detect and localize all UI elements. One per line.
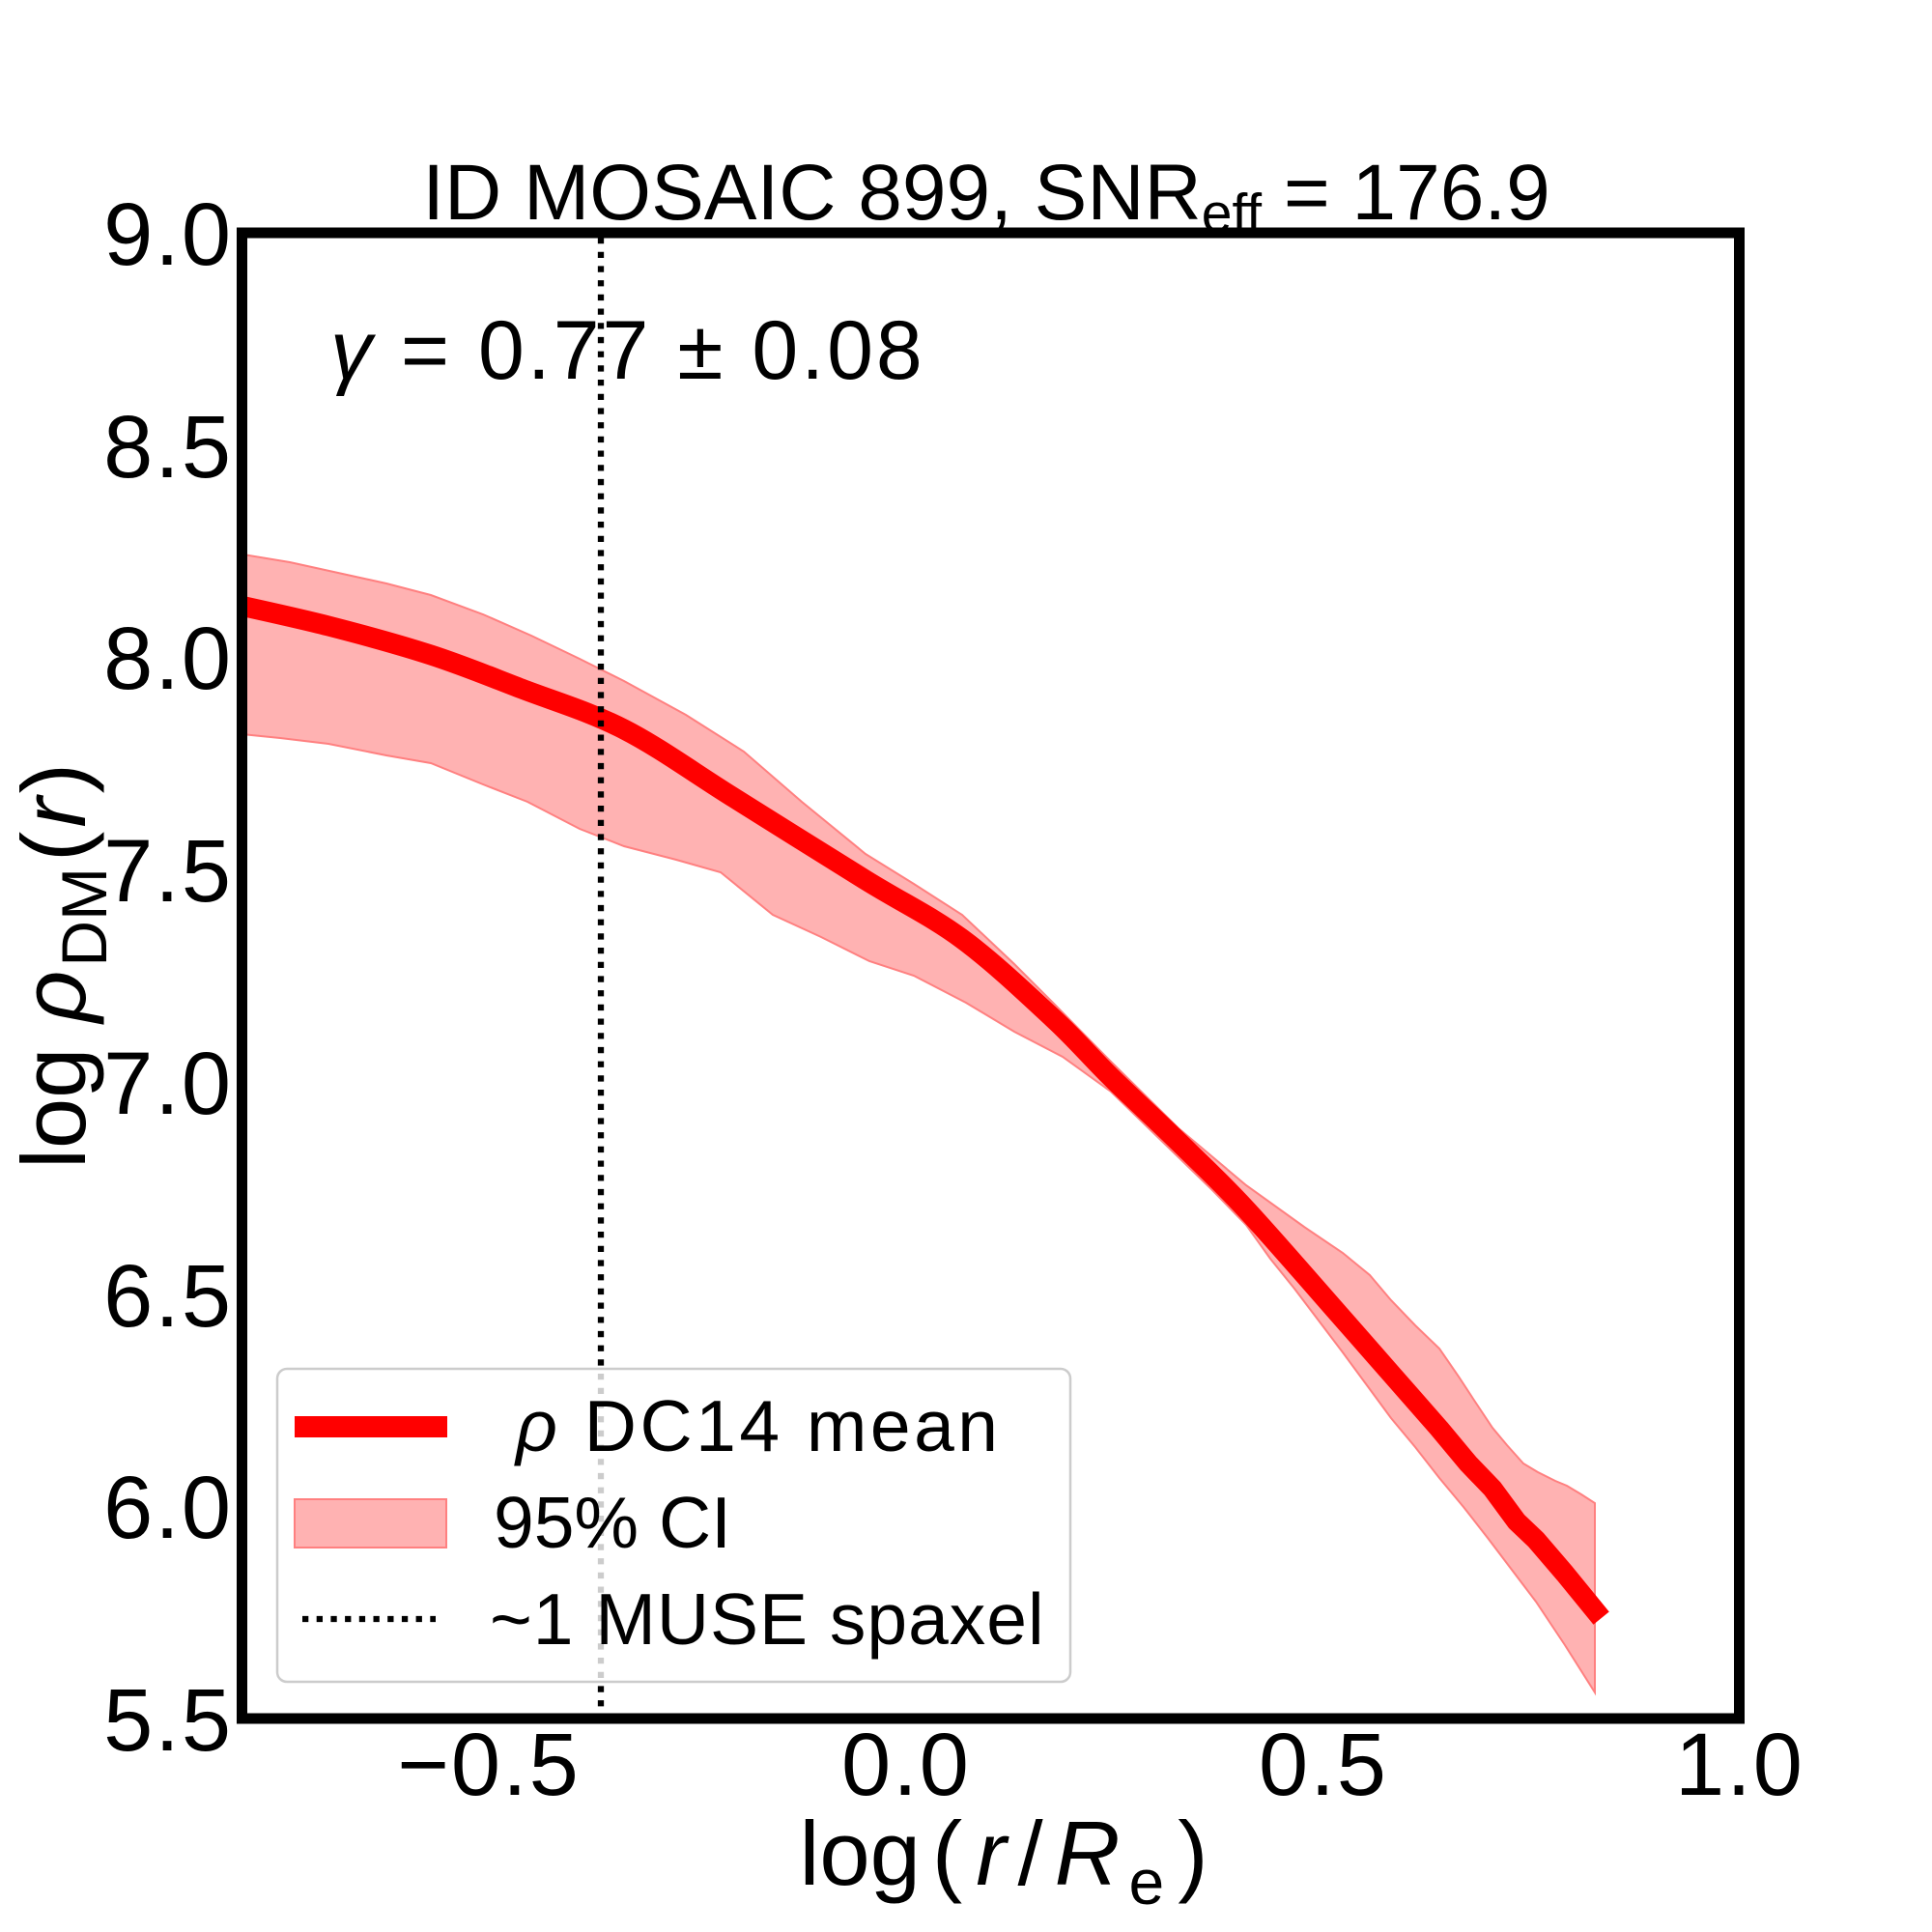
svg-text:5.5: 5.5 <box>103 1671 233 1770</box>
svg-text:8.0: 8.0 <box>103 610 233 708</box>
svg-text:~1 MUSE spaxel: ~1 MUSE spaxel <box>490 1578 1045 1660</box>
svg-text:8.5: 8.5 <box>103 398 233 497</box>
svg-text:6.5: 6.5 <box>103 1247 233 1346</box>
svg-text:ρ DC14 mean: ρ DC14 mean <box>514 1385 1002 1466</box>
svg-text:1.0: 1.0 <box>1675 1716 1804 1814</box>
svg-text:6.0: 6.0 <box>103 1459 233 1557</box>
svg-text:0.5: 0.5 <box>1259 1716 1388 1814</box>
svg-text:−0.5: −0.5 <box>397 1716 581 1814</box>
svg-text:7.5: 7.5 <box>103 822 233 921</box>
svg-text:log(r/Re): log(r / Re) <box>799 1803 1208 1918</box>
svg-text:ID MOSAIC 899, SNReff = 176.9: ID MOSAIC 899, SNReff = 176.9 <box>422 149 1550 244</box>
svg-text:9.0: 9.0 <box>103 185 233 284</box>
svg-text:95% CI: 95% CI <box>494 1482 731 1563</box>
svg-text:0.0: 0.0 <box>841 1716 971 1814</box>
svg-text:7.0: 7.0 <box>103 1035 233 1133</box>
svg-text:γ = 0.77 ± 0.08: γ = 0.77 ± 0.08 <box>330 304 925 397</box>
